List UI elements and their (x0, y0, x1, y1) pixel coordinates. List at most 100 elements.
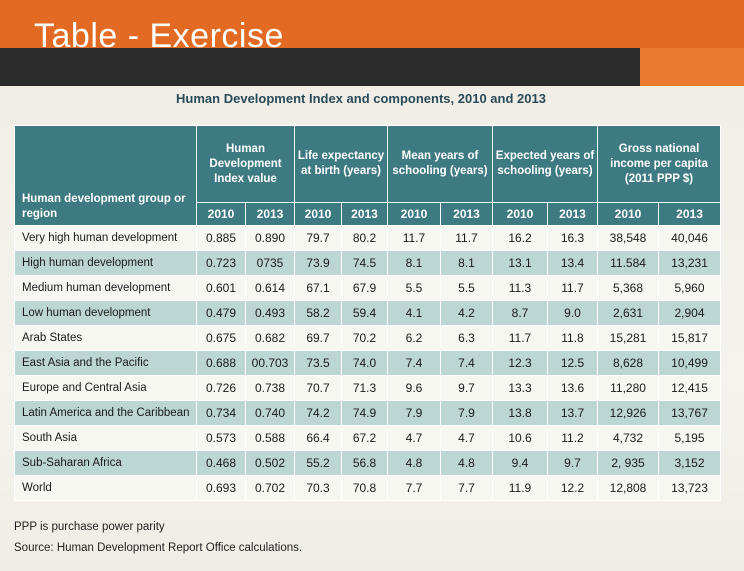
value-cell: 4.2 (440, 300, 493, 326)
value-cell: 12.2 (546, 475, 599, 501)
value-cell: 9.7 (546, 450, 599, 476)
value-cell: 5.5 (387, 275, 441, 301)
value-cell: 12,926 (597, 400, 660, 426)
column-group-hdi: Human Development Index value (196, 125, 295, 203)
value-cell: 13,767 (658, 400, 722, 426)
region-cell: Low human development (14, 300, 197, 326)
value-cell: 0.726 (196, 375, 246, 401)
region-cell: Latin America and the Caribbean (14, 400, 197, 426)
year-header: 2010 (387, 202, 441, 226)
value-cell: 0.468 (196, 450, 246, 476)
value-cell: 0.885 (196, 225, 246, 251)
table-row: Arab States 0.675 0.682 69.7 70.2 6.2 6.3 11.7 1… (14, 325, 722, 351)
value-cell: 70.8 (341, 475, 388, 501)
value-cell: 0.682 (245, 325, 295, 351)
value-cell: 13.4 (546, 250, 599, 276)
value-cell: 38,548 (597, 225, 660, 251)
value-cell: 7.7 (440, 475, 493, 501)
value-cell: 59.4 (341, 300, 388, 326)
value-cell: 0.479 (196, 300, 246, 326)
column-group-mean-schooling: Mean years of schooling (years) (387, 125, 493, 203)
region-cell: East Asia and the Pacific (14, 350, 197, 376)
table-row: Very high human development 0.885 0.890 79.… (14, 225, 722, 251)
value-cell: 58.2 (294, 300, 342, 326)
value-cell: 11.7 (492, 325, 548, 351)
year-header: 2013 (546, 202, 599, 226)
value-cell: 8.1 (440, 250, 493, 276)
hdi-table: Human development group or region Human … (14, 125, 722, 501)
value-cell: 12,808 (597, 475, 660, 501)
value-cell: 00.703 (245, 350, 295, 376)
value-cell: 13.6 (546, 375, 599, 401)
value-cell: 74.0 (341, 350, 388, 376)
slide-dark-band (0, 48, 640, 86)
value-cell: 15,817 (658, 325, 722, 351)
value-cell: 73.9 (294, 250, 342, 276)
table-row: World 0.693 0.702 70.3 70.8 7.7 7.7 11.9 12.2 12,… (14, 475, 722, 501)
region-cell: Medium human development (14, 275, 197, 301)
region-cell: Sub-Saharan Africa (14, 450, 197, 476)
value-cell: 7.7 (387, 475, 441, 501)
value-cell: 5,960 (658, 275, 722, 301)
value-cell: 9.0 (546, 300, 599, 326)
value-cell: 11,280 (597, 375, 660, 401)
value-cell: 0.588 (245, 425, 295, 451)
year-header: 2010 (294, 202, 342, 226)
value-cell: 11.584 (597, 250, 660, 276)
table-row: High human development 0.723 0735 73.9 74.5 8… (14, 250, 722, 276)
table-row: Sub-Saharan Africa 0.468 0.502 55.2 56.8 4.8 4… (14, 450, 722, 476)
year-header: 2010 (196, 202, 246, 226)
value-cell: 13.7 (546, 400, 599, 426)
slide-title: Table - Exercise (34, 17, 284, 55)
value-cell: 9.6 (387, 375, 441, 401)
value-cell: 6.3 (440, 325, 493, 351)
value-cell: 0.702 (245, 475, 295, 501)
value-cell: 69.7 (294, 325, 342, 351)
value-cell: 8.7 (492, 300, 548, 326)
footnote: PPP is purchase power parity (14, 521, 165, 533)
value-cell: 13,231 (658, 250, 722, 276)
column-group-gni: Gross national income per capita (2011 P… (597, 125, 722, 203)
column-group-expected-schooling: Expected years of schooling (years) (491, 125, 599, 203)
value-cell: 56.8 (341, 450, 388, 476)
value-cell: 70.2 (341, 325, 388, 351)
value-cell: 0.734 (196, 400, 246, 426)
value-cell: 9.7 (440, 375, 493, 401)
value-cell: 67.9 (341, 275, 388, 301)
value-cell: 4.7 (387, 425, 441, 451)
value-cell: 4.1 (387, 300, 441, 326)
table-row: Europe and Central Asia 0.726 0.738 70.7 71.… (14, 375, 722, 401)
value-cell: 5,195 (658, 425, 722, 451)
value-cell: 0.740 (245, 400, 295, 426)
value-cell: 11.2 (546, 425, 599, 451)
year-header: 2010 (492, 202, 548, 226)
value-cell: 11.8 (546, 325, 599, 351)
table-body: Very high human development 0.885 0.890 79.… (14, 225, 722, 501)
value-cell: 0.601 (196, 275, 246, 301)
value-cell: 67.1 (294, 275, 342, 301)
value-cell: 12.5 (546, 350, 599, 376)
value-cell: 13.3 (492, 375, 548, 401)
value-cell: 4.8 (387, 450, 441, 476)
region-cell: Arab States (14, 325, 197, 351)
value-cell: 80.2 (341, 225, 388, 251)
value-cell: 0.493 (245, 300, 295, 326)
value-cell: 2,631 (597, 300, 660, 326)
year-header: 2013 (341, 202, 388, 226)
value-cell: 0.502 (245, 450, 295, 476)
document-title: Human Development Index and components, … (0, 91, 744, 106)
value-cell: 5,368 (597, 275, 660, 301)
year-header: 2013 (658, 202, 722, 226)
region-cell: Very high human development (14, 225, 197, 251)
table-row: Latin America and the Caribbean 0.734 0.74… (14, 400, 722, 426)
value-cell: 66.4 (294, 425, 342, 451)
value-cell: 0.738 (245, 375, 295, 401)
value-cell: 0.723 (196, 250, 246, 276)
value-cell: 71.3 (341, 375, 388, 401)
value-cell: 0.573 (196, 425, 246, 451)
value-cell: 10.6 (492, 425, 548, 451)
value-cell: 11.9 (492, 475, 548, 501)
value-cell: 16.3 (546, 225, 599, 251)
column-group-life-expectancy: Life expectancy at birth (years) (294, 125, 388, 203)
table-header: Human development group or region Human … (14, 125, 722, 226)
